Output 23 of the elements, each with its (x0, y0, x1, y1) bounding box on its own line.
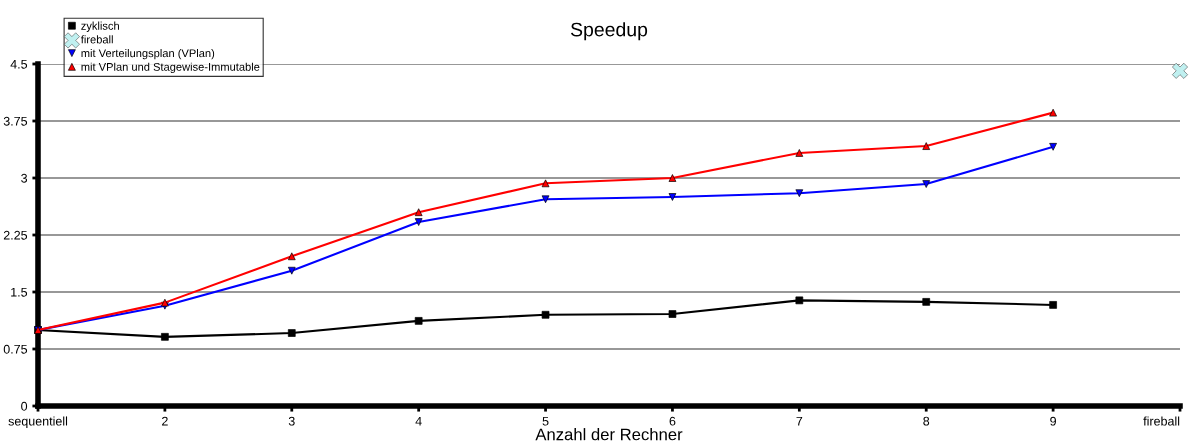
x-tick-label: 5 (542, 416, 549, 426)
legend-label: mit VPlan und Stagewise-Immutable (81, 62, 260, 74)
y-tick-label: 2.25 (3, 230, 28, 240)
x-tick-label: 3 (288, 416, 295, 426)
y-tick-label: 1.5 (11, 287, 28, 297)
legend-label: fireball (80, 35, 113, 44)
legend-label: mit Verteilungsplan (VPlan) (81, 48, 215, 60)
y-tick-label: 0.75 (3, 344, 28, 354)
x-tick-label: 2 (162, 416, 168, 426)
x-tick-label: 4 (415, 416, 422, 426)
x-tick-label: 6 (669, 416, 676, 426)
y-tick-label: 3.75 (3, 116, 28, 126)
legend-label: zyklisch (81, 21, 119, 32)
x-tick-label: 9 (1050, 416, 1056, 426)
y-tick-label: 3 (21, 173, 28, 183)
y-tick-label: 0 (21, 401, 28, 411)
x-axis-title: Anzahl der Rechner (535, 428, 683, 441)
x-tick-label: 8 (923, 416, 930, 426)
y-tick-label: 4.5 (10, 59, 28, 69)
x-tick-label: fireball (1143, 416, 1180, 426)
chart-title: Speedup (570, 22, 648, 41)
x-tick-label: 7 (796, 416, 803, 426)
x-tick-label: sequentiell (8, 416, 68, 429)
